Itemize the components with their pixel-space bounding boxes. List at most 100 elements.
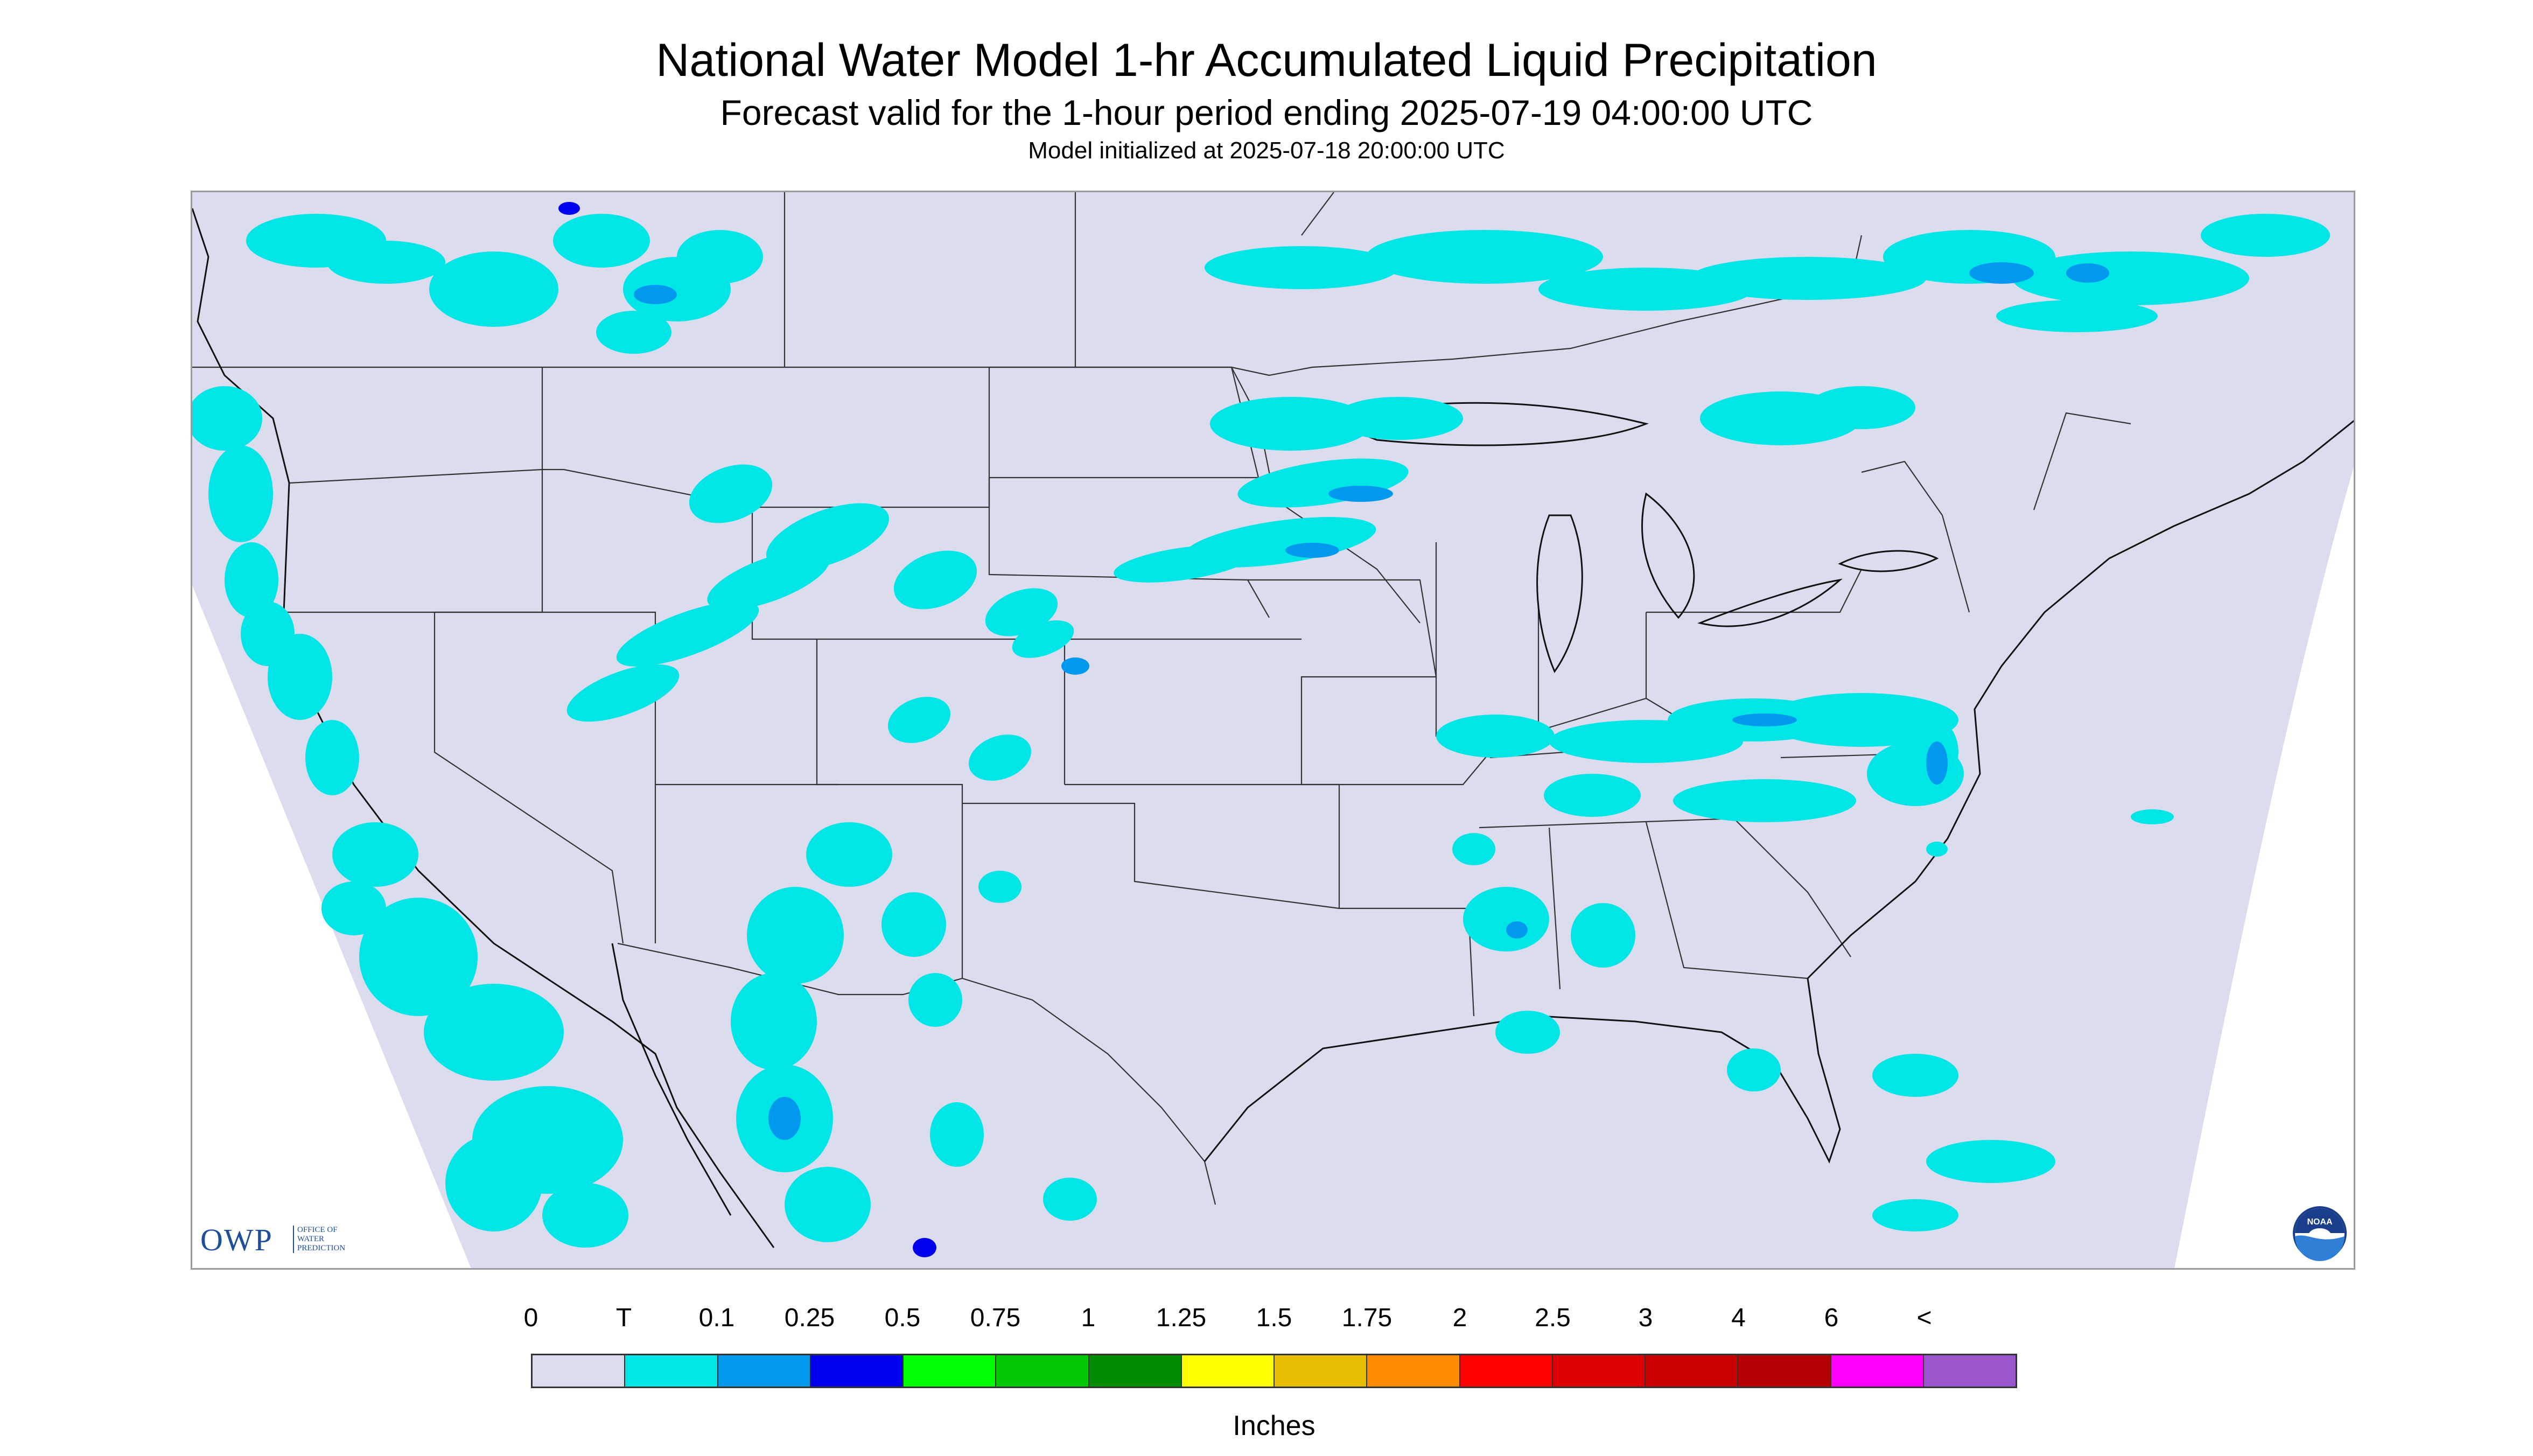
state-me-nh bbox=[2033, 412, 2131, 510]
legend-swatch bbox=[996, 1355, 1089, 1387]
precip-area-southwest bbox=[806, 822, 892, 887]
precip-area-pacific bbox=[542, 1183, 628, 1248]
legend-swatch bbox=[1089, 1355, 1182, 1387]
precip-area-canada-east bbox=[1689, 257, 1926, 300]
canada-internal-3 bbox=[1301, 192, 1334, 236]
precipitation-areas bbox=[192, 202, 2330, 1257]
legend-swatch bbox=[1738, 1355, 1831, 1387]
precip-area-east bbox=[1673, 779, 1856, 822]
legend-tick-label: 0.1 bbox=[698, 1304, 735, 1332]
precip-area-pacific bbox=[321, 881, 386, 935]
state-mo-ar bbox=[1302, 752, 1491, 786]
noaa-logo-icon: NOAA bbox=[2293, 1206, 2347, 1261]
precip-area-southeast bbox=[1452, 833, 1495, 865]
precip-core bbox=[558, 202, 580, 215]
coast-lake-ontario bbox=[1838, 550, 1939, 572]
precip-area-east bbox=[1894, 715, 1958, 790]
precip-area-canada-east bbox=[1366, 230, 1603, 284]
legend-tick-label: 2.5 bbox=[1535, 1304, 1571, 1332]
precip-area-east bbox=[1544, 774, 1641, 817]
legend-swatch bbox=[1367, 1355, 1460, 1387]
precip-area-southwest bbox=[747, 887, 844, 984]
legend-labels: 0 T 0.1 0.25 0.5 0.75 1 1.25 1.5 1.75 2 2.5 3 4 6 < bbox=[524, 1303, 2017, 1335]
legend-tick-label: < bbox=[1916, 1304, 1932, 1332]
coast-atlantic bbox=[1807, 419, 2354, 979]
legend-swatch bbox=[810, 1355, 904, 1387]
model-domain bbox=[192, 192, 2354, 1268]
legend-swatch bbox=[1646, 1355, 1739, 1387]
precip-area-southwest bbox=[930, 1102, 984, 1167]
precip-area-canada-east bbox=[2201, 214, 2330, 257]
legend-tick-label: 6 bbox=[1824, 1304, 1839, 1332]
precip-legend: 0 T 0.1 0.25 0.5 0.75 1 1.25 1.5 1.75 2 2.5 3 4 6 < Inc… bbox=[524, 1303, 2017, 1443]
state-ga-sc bbox=[1732, 816, 1851, 957]
precip-area-pacific bbox=[359, 898, 478, 1016]
legend-tick-label: 3 bbox=[1638, 1304, 1653, 1332]
coast-lake-michigan bbox=[1536, 514, 1583, 674]
owp-logo-line-1: OFFICE OF bbox=[297, 1226, 338, 1234]
precip-area-canada-east bbox=[1996, 300, 2158, 332]
precip-core bbox=[913, 1238, 936, 1257]
owp-logo-line-3: PREDICTION bbox=[297, 1244, 346, 1252]
state-ny-vt bbox=[1861, 460, 1970, 613]
precip-area-rockies bbox=[689, 464, 773, 523]
legend-tick-label: 1.25 bbox=[1156, 1304, 1207, 1332]
precip-area-rockies bbox=[893, 550, 977, 610]
precip-area-southeast bbox=[1495, 1011, 1560, 1054]
legend-swatch bbox=[1831, 1355, 1924, 1387]
precip-area-east bbox=[1436, 715, 1555, 758]
precip-area-lakes bbox=[1334, 397, 1463, 440]
state-ok-tx bbox=[962, 802, 1340, 909]
legend-tick-label: 4 bbox=[1731, 1304, 1746, 1332]
legend-tick-label: 1 bbox=[1081, 1304, 1096, 1332]
precip-area-canada-west bbox=[429, 251, 558, 327]
precip-area-canada-west bbox=[327, 241, 445, 284]
legend-units: Inches bbox=[1233, 1410, 1316, 1441]
legend-swatch bbox=[1923, 1355, 2016, 1387]
precip-core bbox=[1285, 543, 1339, 558]
precip-core bbox=[634, 285, 677, 304]
precip-area-pacific bbox=[225, 542, 278, 618]
precip-core bbox=[1926, 741, 1948, 785]
precip-area-atlantic bbox=[1926, 842, 1948, 857]
noaa-logo-text: NOAA bbox=[2307, 1217, 2333, 1227]
model-init-time: Model initialized at 2025-07-18 20:00:00… bbox=[1028, 137, 1505, 164]
precip-core bbox=[1732, 713, 1797, 726]
precip-area-rockies bbox=[968, 734, 1032, 781]
legend-tick-label: 1.5 bbox=[1256, 1304, 1292, 1332]
precip-area-southeast bbox=[1463, 887, 1549, 951]
legend-swatch bbox=[625, 1355, 718, 1387]
precip-area-southwest bbox=[1043, 1178, 1097, 1221]
precip-area-pacific bbox=[445, 1135, 542, 1231]
precip-area-canada-west bbox=[596, 311, 671, 354]
precip-area-lakes bbox=[1210, 397, 1372, 451]
legend-swatch bbox=[533, 1355, 626, 1387]
state-ms-al bbox=[1548, 827, 1561, 990]
legend-swatch bbox=[718, 1355, 811, 1387]
precip-core bbox=[1061, 657, 1089, 675]
coast-lake-huron bbox=[1641, 492, 1695, 619]
precip-area-canada-east bbox=[2012, 251, 2249, 305]
state-al-ga bbox=[1645, 822, 1808, 979]
precip-area-southwest bbox=[978, 871, 1021, 903]
map-canvas bbox=[192, 192, 2354, 1268]
precip-area-plains-north bbox=[1114, 545, 1252, 583]
map-title: National Water Model 1-hr Accumulated Li… bbox=[656, 34, 1877, 86]
legend-tick-label: 0 bbox=[523, 1304, 538, 1332]
precip-area-southwest bbox=[731, 973, 817, 1070]
domain-edge-left bbox=[192, 192, 471, 1268]
coast-lake-erie bbox=[1697, 578, 1843, 627]
precip-area-southeast bbox=[1727, 1048, 1781, 1091]
owp-logo: OWP OFFICE OF WATER PREDICTION bbox=[200, 1222, 373, 1260]
precip-core bbox=[1969, 262, 2034, 284]
legend-colorbar bbox=[531, 1354, 2017, 1388]
coast-gulf bbox=[1203, 978, 1841, 1164]
precip-area-rockies bbox=[707, 550, 830, 610]
precip-area-canada-west bbox=[677, 230, 763, 284]
precip-area-pacific bbox=[208, 445, 273, 542]
precip-area-pacific bbox=[241, 601, 295, 666]
precip-area-pacific bbox=[305, 720, 359, 795]
precip-area-southwest bbox=[881, 892, 946, 957]
legend-swatch bbox=[1181, 1355, 1275, 1387]
map-subtitle: Forecast valid for the 1-hour period end… bbox=[720, 93, 1813, 132]
